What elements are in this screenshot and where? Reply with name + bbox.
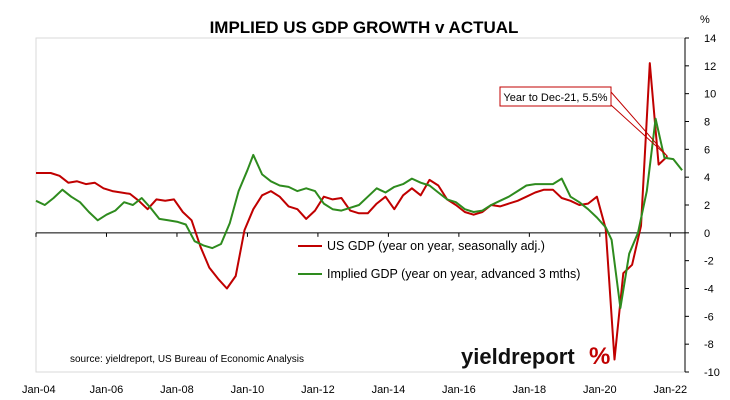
logo-percent-symbol: % — [589, 343, 610, 370]
x-tick-label: Jan-04 — [22, 384, 56, 396]
series-line-implied-gdp — [35, 117, 683, 309]
annotation: Year to Dec-21, 5.5% — [499, 86, 668, 157]
x-tick-label: Jan-22 — [653, 384, 687, 396]
x-tick-label: Jan-14 — [372, 384, 406, 396]
series-layer — [35, 62, 683, 361]
x-axis-ticks: Jan-04 Jan-06 Jan-08 Jan-10 Jan-12 Jan-14 Jan-… — [22, 232, 687, 396]
y-tick-label: 0 — [704, 228, 710, 240]
logo-wordmark: yieldreport — [461, 344, 575, 369]
y-tick-label: 8 — [704, 117, 710, 129]
annotation-text: Year to Dec-21, 5.5% — [503, 92, 607, 104]
y-tick-label: -8 — [704, 339, 714, 351]
x-tick-label: Jan-16 — [442, 384, 476, 396]
annotation-leader-top — [610, 91, 668, 157]
y-tick-label: -4 — [704, 284, 714, 296]
x-tick-label: Jan-10 — [231, 384, 265, 396]
x-tick-label: Jan-06 — [90, 384, 124, 396]
y-tick-label: -2 — [704, 256, 714, 268]
annotation-box — [499, 86, 612, 107]
y-tick-label: 14 — [704, 33, 716, 45]
chart-title: IMPLIED US GDP GROWTH v ACTUAL — [210, 18, 519, 37]
x-tick-label: Jan-12 — [301, 384, 335, 396]
legend-label-us-gdp: US GDP (year on year, seasonally adj.) — [327, 239, 545, 253]
source-note: source: yieldreport, US Bureau of Econom… — [70, 354, 304, 365]
y-axis-unit-label: % — [700, 14, 710, 26]
y-tick-label: 4 — [704, 172, 710, 184]
x-tick-label: Jan-08 — [160, 384, 194, 396]
y-tick-label: 10 — [704, 89, 716, 101]
annotation-leader-bottom — [610, 104, 668, 157]
x-tick-label: Jan-20 — [583, 384, 617, 396]
y-axis-ticks: -10 -8 -6 -4 -2 0 2 4 6 8 10 12 14 — [685, 33, 720, 379]
legend-label-implied-gdp: Implied GDP (year on year, advanced 3 mt… — [327, 267, 580, 281]
y-tick-label: -6 — [704, 311, 714, 323]
yieldreport-logo: yieldreport % — [461, 343, 610, 370]
y-tick-label: 6 — [704, 144, 710, 156]
y-tick-label: 12 — [704, 61, 716, 73]
x-tick-label: Jan-18 — [513, 384, 547, 396]
y-tick-label: -10 — [704, 367, 720, 379]
y-tick-label: 2 — [704, 200, 710, 212]
legend: US GDP (year on year, seasonally adj.) I… — [298, 239, 580, 281]
series-line-us-gdp — [36, 62, 669, 361]
